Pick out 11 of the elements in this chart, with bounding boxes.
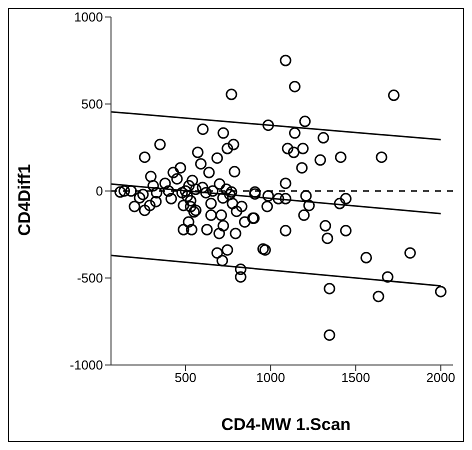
x-tick-label: 1000 [256, 370, 286, 386]
x-tick-label: 500 [174, 370, 196, 386]
x-tick-label: 1500 [341, 370, 370, 386]
y-tick-label: 1000 [74, 10, 103, 25]
x-axis-title: CD4-MW 1.Scan [220, 415, 352, 435]
y-axis-title: CD4Diff1 [15, 164, 35, 236]
y-tick-label: 500 [81, 96, 103, 112]
y-tick-label: 0 [96, 184, 103, 199]
y-tick-label: -1000 [70, 358, 103, 373]
x-tick-label: 2000 [426, 370, 456, 386]
y-tick-label: -500 [76, 270, 103, 286]
